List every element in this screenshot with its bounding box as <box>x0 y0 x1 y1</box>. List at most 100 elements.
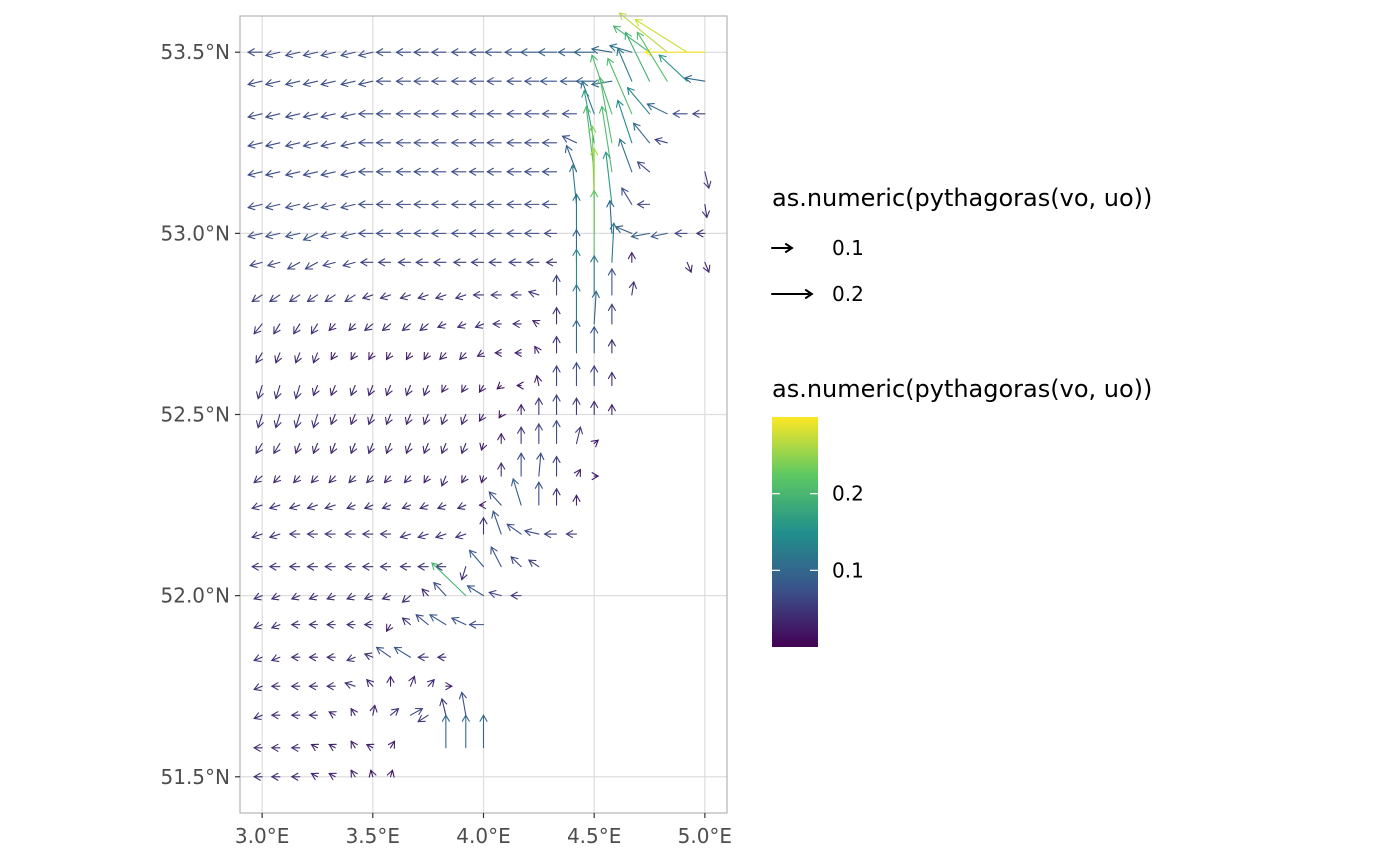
current-vector-arrow <box>284 169 301 178</box>
current-vector-arrow <box>311 442 320 455</box>
current-vector-arrow <box>395 229 412 238</box>
y-tick-label: 53.5°N <box>161 40 231 64</box>
current-vector-arrow <box>253 712 263 720</box>
current-vector-arrow <box>494 348 502 357</box>
x-tick-label: 4.0°E <box>456 824 510 848</box>
current-vector-arrow <box>575 77 595 86</box>
current-vector-arrow <box>302 202 319 211</box>
current-vector-arrow <box>527 289 540 298</box>
current-vector-arrow <box>417 714 429 723</box>
current-vector-arrow <box>573 468 582 478</box>
current-vector-arrow <box>264 169 281 178</box>
current-vector-arrow <box>302 232 319 242</box>
current-vector-arrow <box>255 442 263 455</box>
current-vector-arrow <box>403 475 412 484</box>
current-vector-arrow <box>286 261 301 270</box>
current-vector-arrow <box>468 109 485 118</box>
current-vector-arrow <box>450 77 467 86</box>
current-vector-arrow <box>506 77 522 86</box>
current-vector-arrow <box>383 475 392 484</box>
size-legend-label: 0.1 <box>832 236 864 260</box>
current-vector-arrow <box>450 229 467 238</box>
current-vector-arrow <box>264 50 281 59</box>
current-vector-arrow <box>346 502 356 510</box>
current-vector-arrow <box>590 439 600 448</box>
current-vector-arrow <box>516 381 524 390</box>
current-vectors <box>247 12 712 781</box>
current-vector-arrow <box>304 261 319 270</box>
current-vector-arrow <box>302 140 319 149</box>
current-vector-arrow <box>284 50 301 59</box>
current-vector-arrow <box>247 231 263 240</box>
current-vector-arrow <box>523 109 540 118</box>
current-vector-arrow <box>691 109 706 118</box>
current-vector-arrow <box>430 167 447 176</box>
current-vector-arrow <box>264 140 281 149</box>
current-vector-arrow <box>395 109 412 118</box>
current-vector-arrow <box>534 481 543 506</box>
current-vector-arrow <box>375 229 392 238</box>
current-vector-arrow <box>375 167 392 176</box>
current-vector-arrow <box>249 260 263 268</box>
current-vector-arrow <box>439 352 448 361</box>
current-vector-arrow <box>270 682 281 691</box>
current-vector-arrow <box>302 79 319 88</box>
current-vector-arrow <box>346 654 356 662</box>
current-vector-arrow <box>290 743 301 752</box>
current-vector-arrow <box>510 290 522 300</box>
y-tick-label: 52.5°N <box>161 403 231 427</box>
current-vector-arrow <box>357 109 374 118</box>
current-vector-arrow <box>381 592 392 601</box>
current-vector-arrow <box>253 621 263 630</box>
current-vector-arrow <box>460 413 468 426</box>
current-vector-arrow <box>426 678 435 688</box>
current-vector-arrow <box>310 323 319 335</box>
current-vector-arrow <box>322 260 336 268</box>
current-vector-arrow <box>572 397 581 416</box>
current-vector-arrow <box>523 77 540 86</box>
current-vector-arrow <box>361 292 374 301</box>
current-vector-arrow <box>569 164 578 205</box>
current-vector-arrow <box>607 403 616 416</box>
current-vector-arrow <box>268 562 281 571</box>
current-vector-arrow <box>628 280 637 296</box>
current-vector-arrow <box>363 502 374 510</box>
current-vector-arrow <box>490 290 502 300</box>
current-vector-arrow <box>440 475 448 487</box>
current-vector-arrow <box>590 325 599 354</box>
current-vector-arrow <box>468 620 485 629</box>
current-vector-arrow <box>308 620 319 629</box>
current-vector-arrow <box>293 323 301 335</box>
current-vector-arrow <box>523 528 540 537</box>
current-vector-arrow <box>618 12 668 53</box>
current-vector-arrow <box>517 403 526 416</box>
current-vector-arrow <box>395 77 412 86</box>
current-vector-arrow <box>326 620 336 629</box>
current-vector-arrow <box>552 487 561 506</box>
current-vector-arrow <box>440 413 448 426</box>
current-vector-arrow <box>552 393 561 416</box>
current-vector-arrow <box>636 31 668 82</box>
current-vector-arrow <box>409 707 424 716</box>
current-vector-arrow <box>419 323 429 332</box>
current-vector-arrow <box>419 502 429 510</box>
current-vector-arrow <box>375 77 392 86</box>
current-vector-arrow <box>349 442 358 455</box>
current-vector-arrow <box>379 292 392 301</box>
current-vector-arrow <box>559 77 578 86</box>
current-vector-arrow <box>375 109 392 118</box>
current-vector-arrow <box>395 200 412 209</box>
current-vector-arrow <box>350 740 358 749</box>
current-vector-arrow <box>436 321 447 329</box>
current-vector-arrow <box>541 200 558 209</box>
current-vector-arrow <box>497 461 506 477</box>
current-vector-arrow <box>385 623 394 633</box>
current-vector-arrow <box>264 111 281 120</box>
current-vector-arrow <box>541 167 558 176</box>
current-vector-arrow <box>434 531 447 540</box>
current-vector-arrow <box>415 258 429 267</box>
current-vector-arrow <box>310 475 319 484</box>
current-vector-arrow <box>506 229 522 238</box>
current-vector-arrow <box>616 47 633 82</box>
current-vector-arrow <box>552 419 561 445</box>
